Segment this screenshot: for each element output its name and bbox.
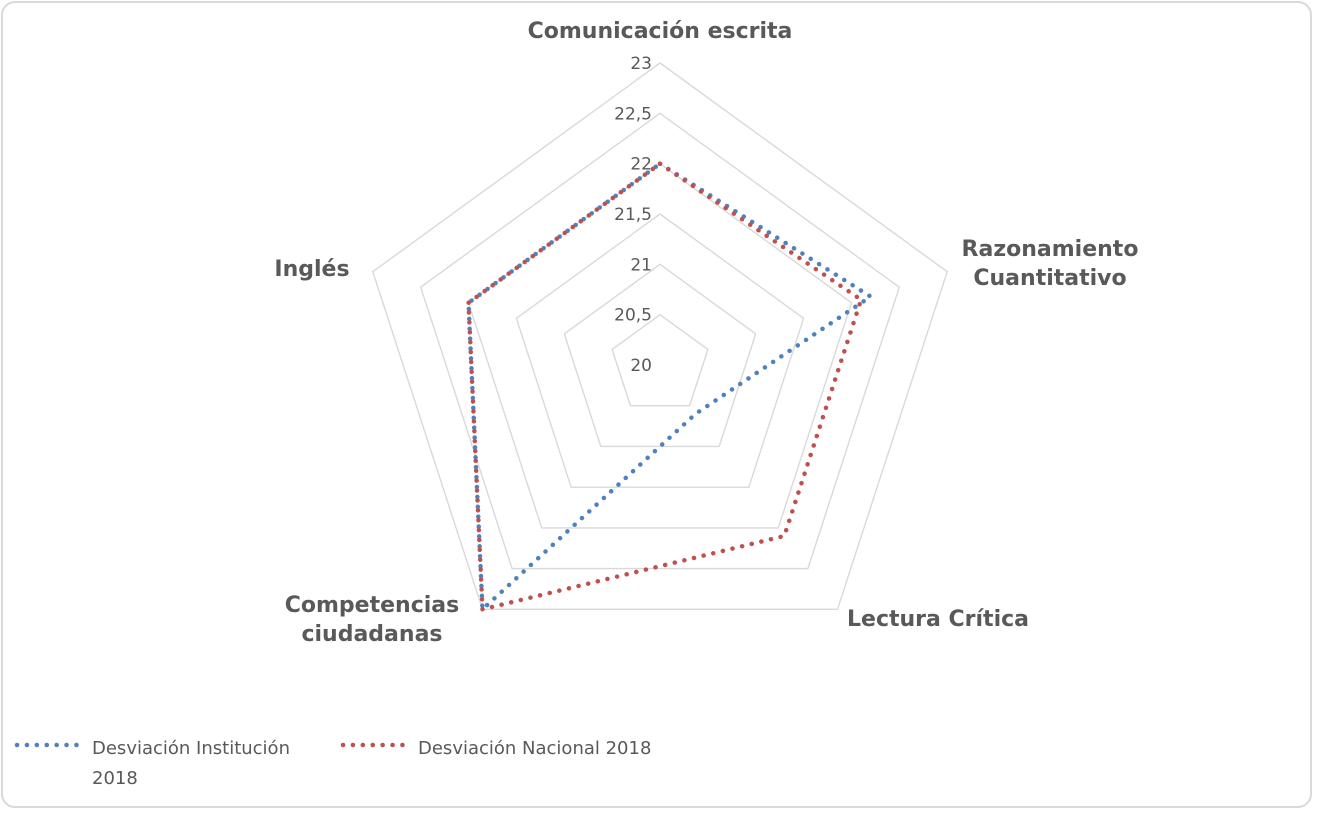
legend-swatch-institucion	[14, 742, 88, 748]
axis-label: Comunicación escrita	[528, 19, 793, 44]
axis-label: Lectura Crítica	[847, 607, 1029, 632]
legend-label-institucion-line1: Desviación Institución	[92, 738, 290, 759]
series-line-0	[466, 160, 875, 615]
legend-label-nacional: Desviación Nacional 2018	[418, 738, 652, 759]
grid-ring-5	[419, 112, 901, 570]
radar-series	[466, 160, 875, 615]
tick-label: 21	[630, 255, 652, 275]
axis-label: Inglés	[274, 257, 349, 282]
legend-label-institucion-line2: 2018	[92, 768, 138, 789]
tick-label: 20	[630, 356, 652, 376]
tick-label: 23	[630, 54, 652, 74]
grid-ring-3	[515, 213, 805, 488]
tick-label: 20,5	[614, 306, 652, 326]
tick-label: 22	[630, 155, 652, 175]
grid-ring-2	[563, 263, 757, 448]
radar-tick-labels: 20 20,5 21 21,5 22 22,5 23	[614, 54, 652, 376]
grid-ring-1	[611, 313, 709, 407]
series-line-1	[466, 160, 864, 613]
axis-label: Razonamiento Cuantitativo	[962, 237, 1139, 291]
grid-ring-6	[371, 62, 949, 610]
radar-axis-labels: Comunicación escrita Razonamiento Cuantita…	[274, 19, 1138, 647]
legend-swatch-nacional	[340, 742, 414, 748]
tick-label: 22,5	[614, 104, 652, 124]
tick-label: 21,5	[614, 205, 652, 225]
axis-label: Competencias ciudadanas	[285, 593, 459, 647]
radar-grid	[371, 62, 949, 610]
